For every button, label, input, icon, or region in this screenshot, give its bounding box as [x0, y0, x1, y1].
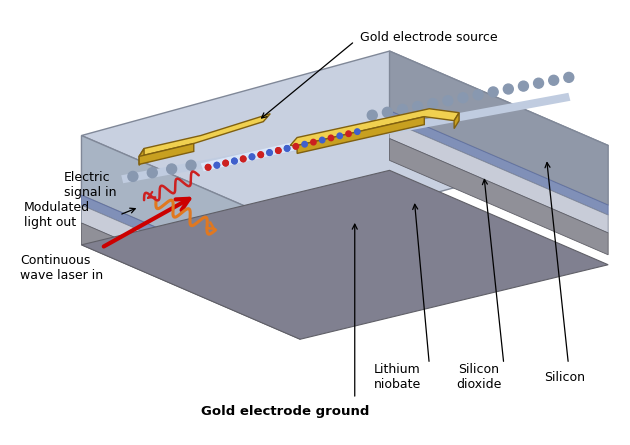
Ellipse shape	[319, 137, 326, 143]
Ellipse shape	[275, 147, 282, 154]
Circle shape	[534, 78, 544, 88]
Ellipse shape	[292, 143, 299, 150]
Ellipse shape	[301, 141, 308, 148]
Ellipse shape	[249, 154, 255, 160]
Ellipse shape	[354, 128, 361, 135]
Polygon shape	[297, 117, 425, 154]
Polygon shape	[389, 111, 608, 215]
Circle shape	[458, 93, 468, 103]
Circle shape	[398, 105, 408, 114]
Circle shape	[503, 84, 513, 94]
Circle shape	[128, 171, 138, 182]
Circle shape	[443, 96, 453, 105]
Polygon shape	[454, 113, 459, 129]
Ellipse shape	[301, 141, 308, 148]
Ellipse shape	[292, 143, 299, 150]
Ellipse shape	[214, 162, 220, 169]
Polygon shape	[81, 170, 608, 339]
Ellipse shape	[205, 164, 212, 171]
Polygon shape	[201, 125, 368, 171]
Polygon shape	[139, 143, 194, 164]
Polygon shape	[389, 121, 608, 233]
Circle shape	[564, 73, 574, 82]
Circle shape	[488, 87, 498, 97]
Polygon shape	[81, 195, 300, 299]
Polygon shape	[389, 51, 608, 205]
Polygon shape	[139, 149, 144, 166]
Polygon shape	[139, 113, 270, 156]
Polygon shape	[121, 93, 570, 183]
Polygon shape	[81, 136, 300, 290]
Ellipse shape	[284, 145, 290, 152]
Ellipse shape	[336, 132, 343, 139]
Circle shape	[167, 164, 176, 174]
Ellipse shape	[266, 149, 273, 156]
Text: Silicon
dioxide: Silicon dioxide	[456, 363, 501, 391]
Polygon shape	[389, 138, 608, 255]
Ellipse shape	[328, 134, 335, 142]
Ellipse shape	[258, 151, 264, 158]
Polygon shape	[81, 51, 608, 230]
Circle shape	[413, 101, 423, 111]
Text: Electric
signal in: Electric signal in	[64, 171, 116, 199]
Ellipse shape	[249, 154, 255, 160]
Text: Silicon: Silicon	[544, 371, 585, 384]
Circle shape	[473, 90, 483, 100]
Text: Lithium
niobate: Lithium niobate	[374, 363, 421, 391]
Ellipse shape	[310, 139, 317, 146]
Polygon shape	[81, 205, 300, 317]
Text: Gold electrode ground: Gold electrode ground	[201, 405, 369, 418]
Ellipse shape	[345, 130, 352, 137]
Ellipse shape	[222, 160, 229, 166]
Ellipse shape	[336, 132, 343, 139]
Text: Modulated
light out: Modulated light out	[24, 201, 90, 229]
Circle shape	[549, 75, 559, 85]
Ellipse shape	[231, 158, 238, 165]
Ellipse shape	[319, 137, 326, 143]
Text: Continuous
wave laser in: Continuous wave laser in	[20, 254, 103, 282]
Ellipse shape	[258, 151, 264, 158]
Ellipse shape	[266, 149, 273, 156]
Ellipse shape	[231, 158, 238, 165]
Ellipse shape	[240, 155, 246, 162]
Ellipse shape	[205, 164, 212, 171]
Ellipse shape	[354, 128, 361, 135]
Ellipse shape	[345, 130, 352, 137]
Circle shape	[186, 160, 196, 170]
Circle shape	[382, 107, 392, 117]
Text: Gold electrode source: Gold electrode source	[360, 31, 497, 44]
Ellipse shape	[284, 145, 290, 152]
Polygon shape	[290, 109, 459, 146]
Ellipse shape	[310, 139, 317, 146]
Ellipse shape	[328, 134, 335, 142]
Polygon shape	[81, 223, 300, 339]
Ellipse shape	[214, 162, 220, 169]
Ellipse shape	[222, 160, 229, 166]
Ellipse shape	[275, 147, 282, 154]
Circle shape	[518, 81, 529, 91]
Ellipse shape	[240, 155, 246, 162]
Circle shape	[367, 110, 377, 120]
Circle shape	[428, 99, 438, 109]
Circle shape	[147, 168, 158, 178]
